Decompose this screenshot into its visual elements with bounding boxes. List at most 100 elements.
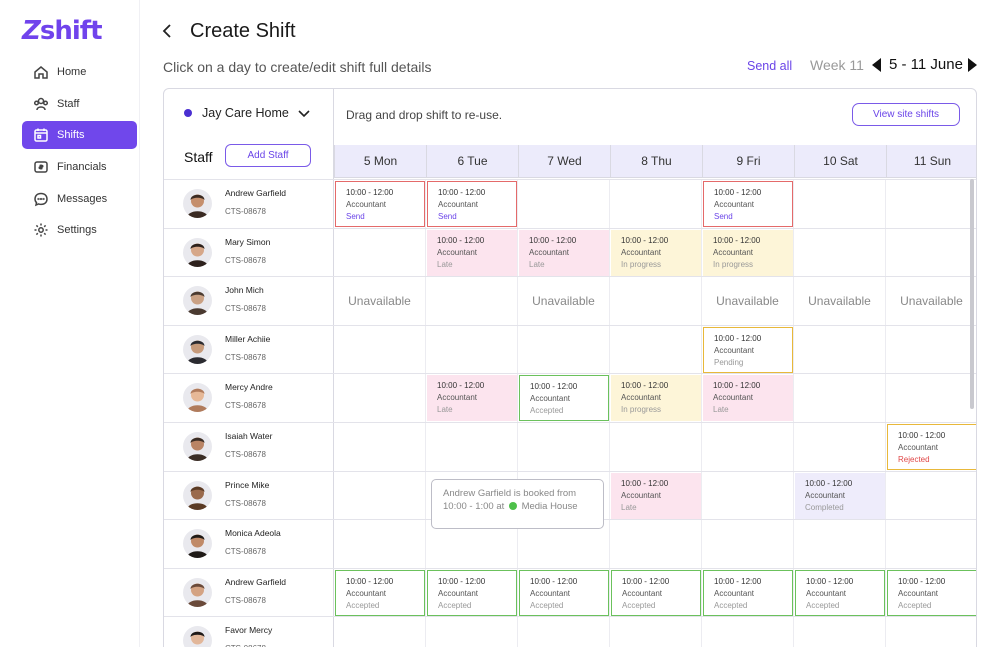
empty-day-cell[interactable] — [610, 277, 702, 326]
day-header[interactable]: 5 Mon — [334, 145, 426, 178]
sidebar-item-home[interactable]: Home — [22, 58, 137, 86]
shift-card[interactable]: 10:00 - 12:00 Accountant Pending — [703, 326, 793, 373]
site-select[interactable]: Jay Care Home — [202, 106, 289, 120]
empty-day-cell[interactable] — [426, 617, 518, 647]
staff-cell[interactable]: Miller Achiie CTS-08678 — [164, 325, 334, 374]
day-cell[interactable]: 10:00 - 12:00 Accountant Accepted — [426, 568, 518, 617]
empty-day-cell[interactable] — [518, 617, 610, 647]
staff-cell[interactable]: Isaiah Water CTS-08678 — [164, 423, 334, 471]
day-cell[interactable]: 10:00 - 12:00 Accountant Accepted — [794, 568, 886, 617]
back-arrow-icon[interactable] — [160, 22, 174, 40]
shift-card[interactable]: 10:00 - 12:00 Accountant In progress — [611, 375, 701, 422]
unavailable-cell[interactable]: Unavailable — [702, 277, 794, 326]
unavailable-cell[interactable]: Unavailable — [886, 277, 976, 325]
add-staff-button[interactable]: Add Staff — [225, 144, 311, 167]
empty-day-cell[interactable] — [794, 325, 886, 374]
staff-cell[interactable]: Andrew Garfield CTS-08678 — [164, 180, 334, 228]
empty-day-cell[interactable] — [886, 472, 976, 520]
prev-week-icon[interactable] — [872, 58, 881, 72]
unavailable-cell[interactable]: Unavailable — [794, 277, 886, 326]
day-header[interactable]: 6 Tue — [426, 145, 518, 178]
day-cell[interactable]: 10:00 - 12:00 Accountant Accepted — [518, 374, 610, 423]
send-all-button[interactable]: Send all — [747, 59, 793, 73]
empty-day-cell[interactable] — [518, 520, 610, 569]
day-cell[interactable]: 10:00 - 12:00 Accountant Send — [334, 180, 426, 228]
empty-day-cell[interactable] — [334, 471, 426, 520]
staff-cell[interactable]: Mercy Andre CTS-08678 — [164, 374, 334, 423]
next-week-icon[interactable] — [968, 58, 977, 72]
empty-day-cell[interactable] — [886, 617, 976, 647]
empty-day-cell[interactable] — [610, 520, 702, 569]
empty-day-cell[interactable] — [610, 617, 702, 647]
sidebar-item-shifts[interactable]: Shifts — [22, 121, 137, 150]
day-cell[interactable]: 10:00 - 12:00 Accountant Pending — [702, 325, 794, 374]
empty-day-cell[interactable] — [334, 325, 426, 374]
shift-card[interactable]: 10:00 - 12:00 Accountant Accepted — [795, 569, 885, 616]
day-cell[interactable]: 10:00 - 12:00 Accountant In progress — [702, 228, 794, 277]
empty-day-cell[interactable] — [886, 180, 976, 228]
empty-day-cell[interactable] — [518, 471, 610, 520]
sidebar-item-financials[interactable]: Financials — [22, 153, 137, 181]
empty-day-cell[interactable] — [518, 325, 610, 374]
day-cell[interactable]: 10:00 - 12:00 Accountant Late — [610, 471, 702, 520]
shift-card[interactable]: 10:00 - 12:00 Accountant Accepted — [519, 375, 609, 422]
empty-day-cell[interactable] — [334, 374, 426, 423]
day-cell[interactable]: 10:00 - 12:00 Accountant Rejected — [886, 423, 976, 471]
empty-day-cell[interactable] — [886, 520, 976, 568]
empty-day-cell[interactable] — [886, 326, 976, 374]
staff-cell[interactable]: Favor Mercy CTS-08678 — [164, 617, 334, 647]
day-cell[interactable]: 10:00 - 12:00 Accountant Accepted — [886, 569, 976, 617]
shift-card[interactable]: 10:00 - 12:00 Accountant Late — [427, 229, 517, 276]
empty-day-cell[interactable] — [518, 180, 610, 228]
view-site-shifts-button[interactable]: View site shifts — [852, 103, 960, 126]
unavailable-cell[interactable]: Unavailable — [334, 277, 426, 326]
day-header[interactable]: 9 Fri — [702, 145, 794, 178]
shift-card[interactable]: 10:00 - 12:00 Accountant Late — [703, 375, 793, 422]
staff-cell[interactable]: Prince Mike CTS-08678 — [164, 471, 334, 520]
empty-day-cell[interactable] — [702, 520, 794, 569]
shift-card[interactable]: 10:00 - 12:00 Accountant Rejected — [887, 424, 976, 470]
shift-card[interactable]: 10:00 - 12:00 Accountant Late — [427, 375, 517, 422]
empty-day-cell[interactable] — [426, 277, 518, 326]
empty-day-cell[interactable] — [886, 229, 976, 277]
empty-day-cell[interactable] — [794, 374, 886, 423]
empty-day-cell[interactable] — [426, 520, 518, 569]
shift-card[interactable]: 10:00 - 12:00 Accountant Accepted — [335, 569, 425, 616]
empty-day-cell[interactable] — [426, 325, 518, 374]
day-cell[interactable]: 10:00 - 12:00 Accountant Accepted — [334, 568, 426, 617]
shift-card[interactable]: 10:00 - 12:00 Accountant Accepted — [703, 569, 793, 616]
day-header[interactable]: 11 Sun — [886, 145, 976, 178]
shift-card[interactable]: 10:00 - 12:00 Accountant Completed — [795, 472, 885, 519]
empty-day-cell[interactable] — [702, 617, 794, 647]
day-cell[interactable]: 10:00 - 12:00 Accountant Late — [518, 228, 610, 277]
shift-card[interactable]: 10:00 - 12:00 Accountant Late — [519, 229, 609, 276]
day-cell[interactable]: 10:00 - 12:00 Accountant Accepted — [702, 568, 794, 617]
day-header[interactable]: 10 Sat — [794, 145, 886, 178]
staff-cell[interactable]: Mary Simon CTS-08678 — [164, 228, 334, 277]
empty-day-cell[interactable] — [610, 325, 702, 374]
unavailable-cell[interactable]: Unavailable — [518, 277, 610, 326]
day-cell[interactable]: 10:00 - 12:00 Accountant In progress — [610, 228, 702, 277]
empty-day-cell[interactable] — [334, 520, 426, 569]
day-header[interactable]: 7 Wed — [518, 145, 610, 178]
day-cell[interactable]: 10:00 - 12:00 Accountant Late — [702, 374, 794, 423]
day-header[interactable]: 8 Thu — [610, 145, 702, 178]
shift-card[interactable]: 10:00 - 12:00 Accountant Send — [703, 181, 793, 227]
scrollbar[interactable] — [970, 179, 974, 409]
staff-cell[interactable]: Andrew Garfield CTS-08678 — [164, 568, 334, 617]
empty-day-cell[interactable] — [702, 423, 794, 471]
empty-day-cell[interactable] — [518, 423, 610, 471]
empty-day-cell[interactable] — [702, 471, 794, 520]
empty-day-cell[interactable] — [334, 228, 426, 277]
day-cell[interactable]: 10:00 - 12:00 Accountant Accepted — [610, 568, 702, 617]
empty-day-cell[interactable] — [794, 180, 886, 228]
shift-card[interactable]: 10:00 - 12:00 Accountant Accepted — [519, 569, 609, 616]
day-cell[interactable]: 10:00 - 12:00 Accountant Accepted — [518, 568, 610, 617]
chevron-down-icon[interactable] — [297, 107, 311, 121]
empty-day-cell[interactable] — [334, 423, 426, 471]
empty-day-cell[interactable] — [610, 423, 702, 471]
shift-card[interactable]: 10:00 - 12:00 Accountant Accepted — [887, 569, 976, 616]
empty-day-cell[interactable] — [886, 374, 976, 422]
staff-cell[interactable]: John Mich CTS-08678 — [164, 277, 334, 326]
empty-day-cell[interactable] — [794, 617, 886, 647]
